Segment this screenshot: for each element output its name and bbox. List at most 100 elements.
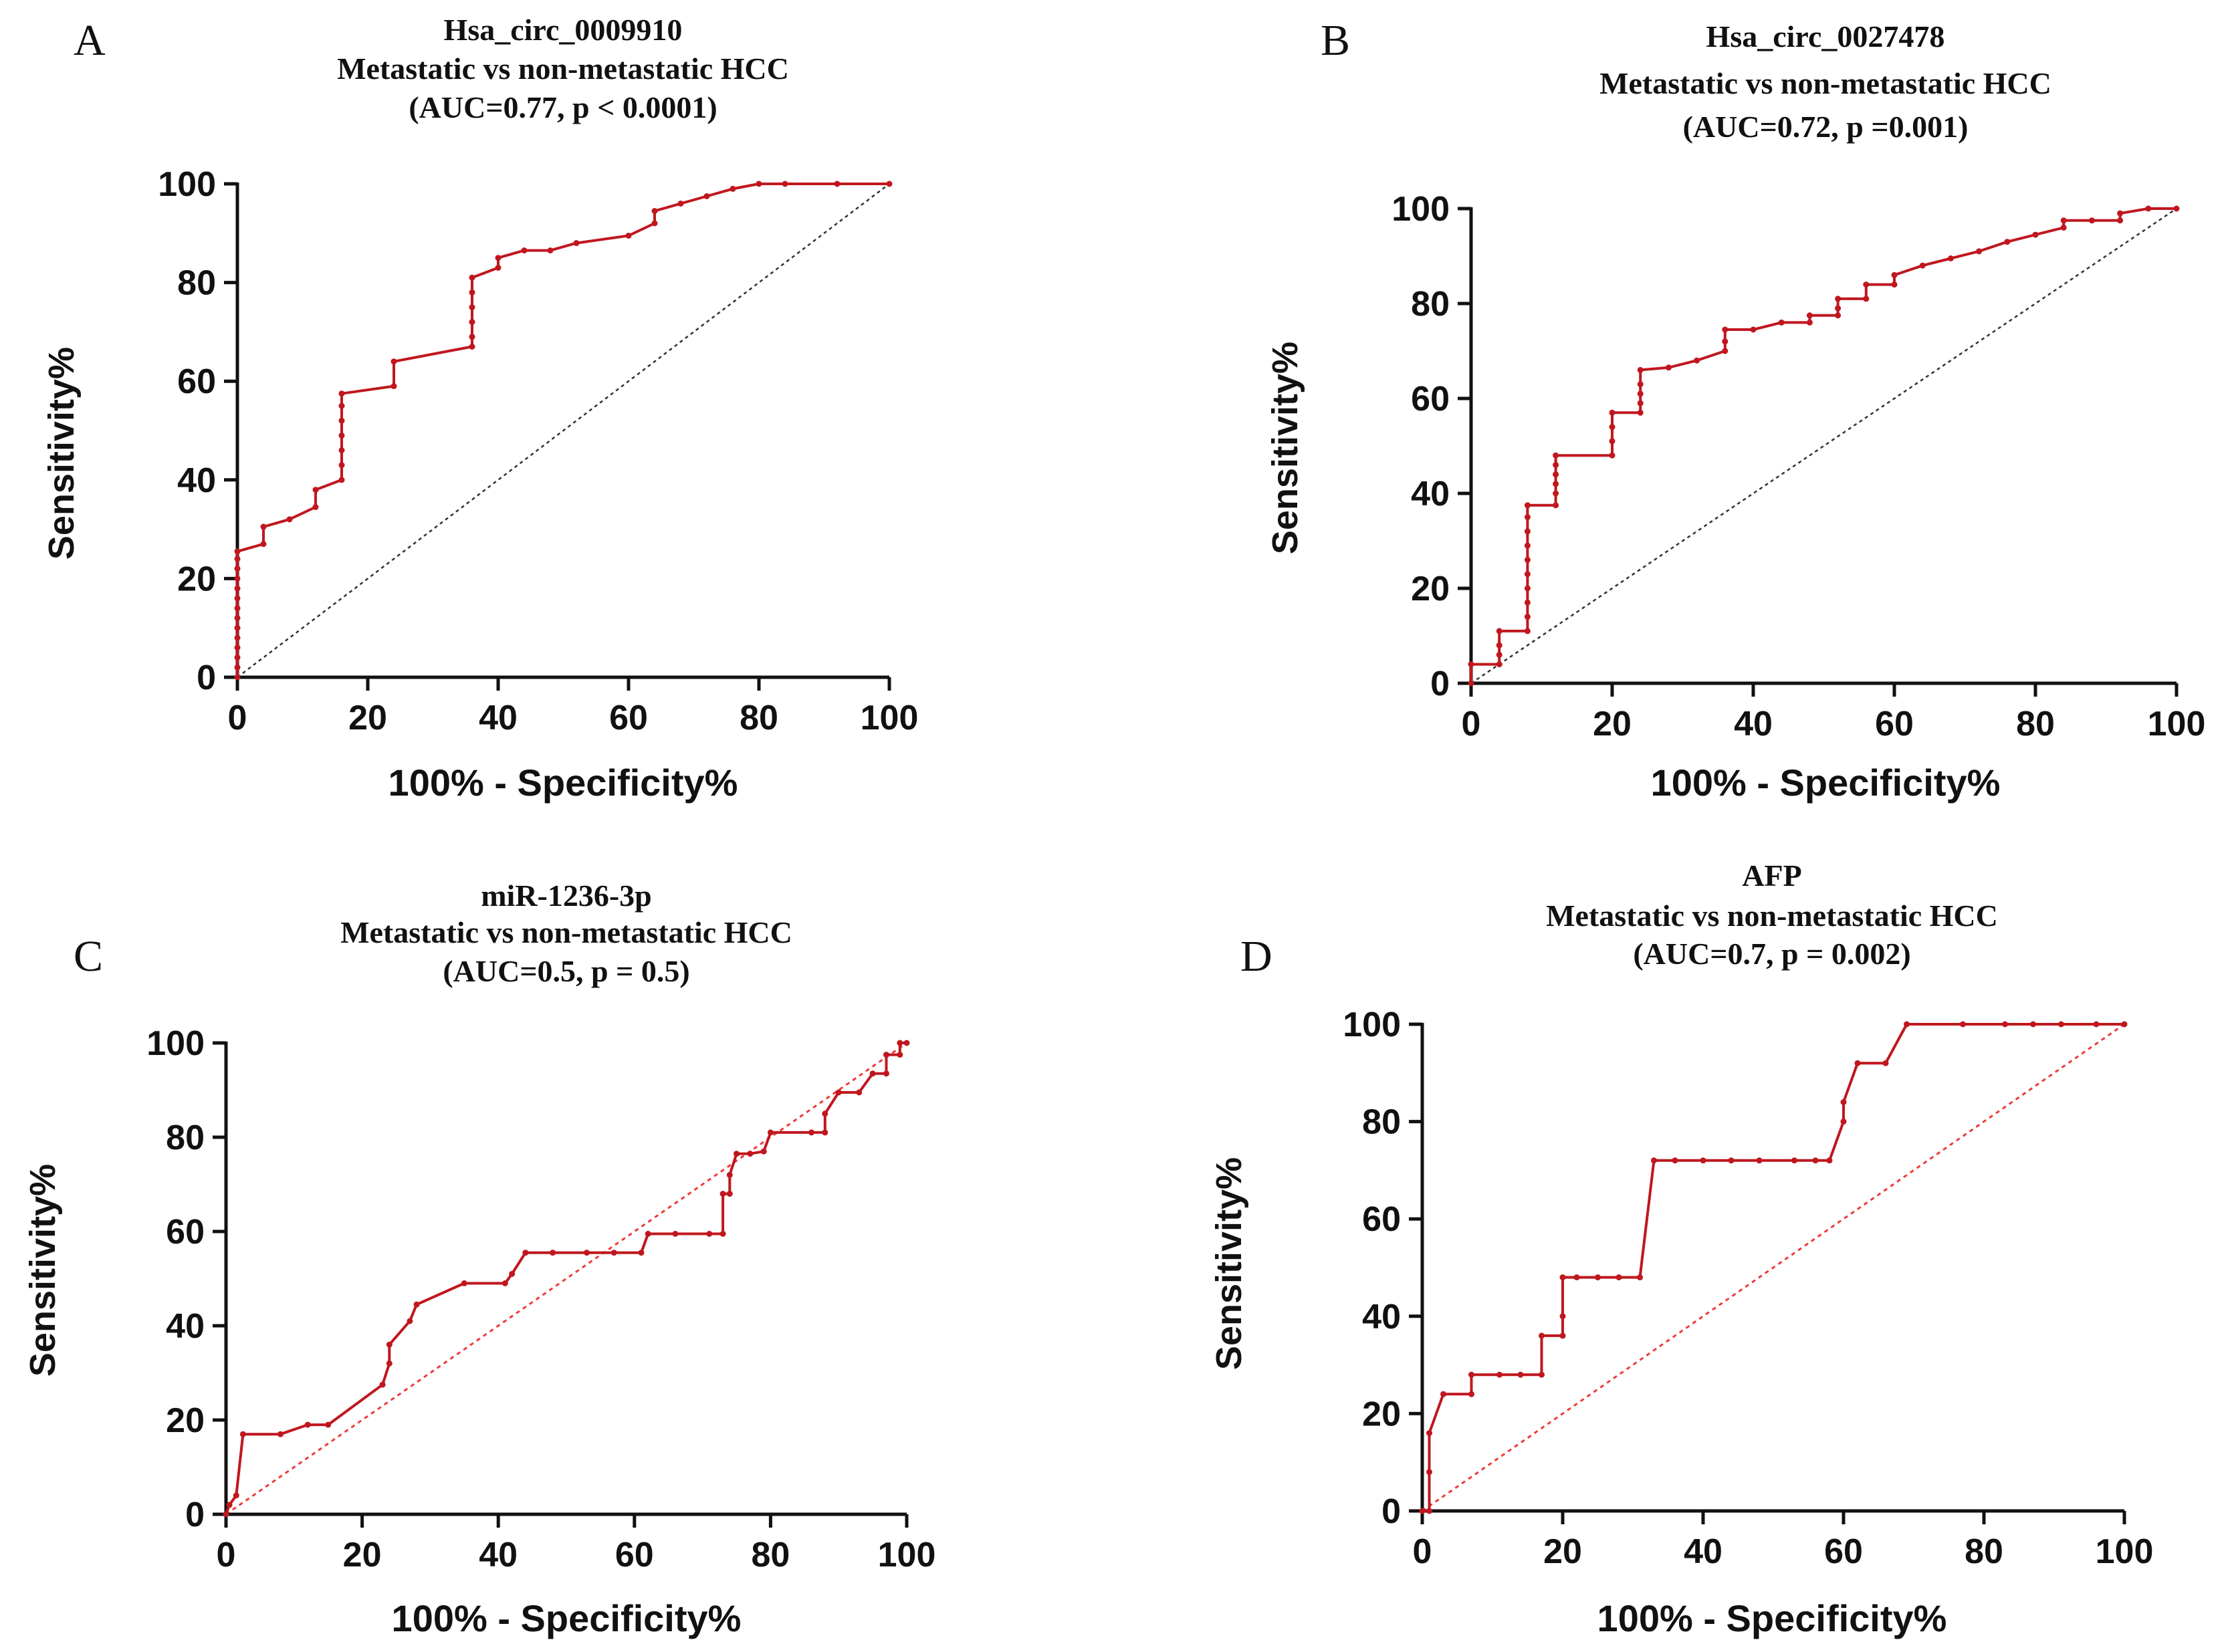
roc-point: [469, 274, 475, 281]
roc-point: [286, 516, 293, 523]
roc-point: [869, 1070, 876, 1077]
roc-point: [234, 556, 241, 562]
plot-area: 0 20 40 60 80 100 0 20 40 60 80 100: [1392, 190, 2205, 743]
x-tick-label: 80: [740, 699, 778, 737]
roc-point: [1524, 571, 1531, 578]
roc-point: [2173, 205, 2180, 212]
roc-point: [672, 1231, 679, 1237]
roc-point: [547, 247, 554, 254]
roc-point: [1559, 1332, 1566, 1339]
roc-point: [1553, 461, 1559, 468]
roc-point: [1694, 357, 1700, 364]
roc-point: [726, 1191, 733, 1197]
roc-point: [469, 344, 475, 350]
roc-point: [338, 390, 345, 397]
roc-point: [1750, 326, 1757, 333]
x-tick-label: 60: [615, 1536, 654, 1574]
y-tick-label: 0: [1430, 665, 1450, 703]
roc-point: [1791, 1157, 1797, 1164]
roc-point: [782, 181, 788, 187]
roc-point: [2002, 1021, 2008, 1028]
roc-point: [1919, 262, 1926, 269]
roc-point: [1756, 1157, 1763, 1164]
roc-point: [703, 193, 710, 199]
roc-point: [1419, 1508, 1426, 1514]
reference-diagonal-line: [1422, 1023, 2125, 1512]
x-tick-label: 20: [348, 699, 387, 737]
chart-title-line-1: miR-1236-3p: [481, 878, 652, 913]
roc-point: [234, 655, 241, 661]
roc-point: [1496, 642, 1502, 648]
y-tick-label: 40: [1411, 475, 1450, 513]
roc-point: [223, 1511, 229, 1518]
roc-point: [502, 1280, 508, 1286]
roc-point: [897, 1040, 903, 1046]
roc-point: [386, 1341, 393, 1348]
x-tick-label: 40: [479, 1536, 518, 1574]
roc-point: [226, 1502, 233, 1508]
roc-point: [760, 1148, 767, 1155]
roc-point: [706, 1231, 713, 1237]
roc-point: [1863, 296, 1870, 302]
roc-point: [1553, 502, 1559, 509]
roc-point: [719, 1191, 726, 1197]
chart-title-line-3: (AUC=0.77, p < 0.0001): [409, 90, 717, 124]
roc-point: [1539, 1371, 1545, 1378]
roc-point: [1573, 1274, 1580, 1281]
y-tick-label: 80: [1362, 1103, 1401, 1142]
y-tick-label: 20: [166, 1401, 205, 1440]
roc-point: [234, 585, 241, 592]
roc-point: [1524, 614, 1531, 620]
x-axis-label: 100% - Specificity%: [1597, 1597, 1947, 1639]
chart-title-line-1: AFP: [1742, 858, 1801, 893]
roc-point: [495, 255, 502, 261]
x-tick-label: 0: [217, 1536, 236, 1574]
x-tick-label: 20: [343, 1536, 382, 1574]
roc-point: [1840, 1099, 1847, 1105]
roc-point: [1553, 471, 1559, 478]
roc-point: [2030, 1021, 2036, 1028]
roc-point: [325, 1421, 332, 1428]
roc-point: [386, 1360, 393, 1367]
x-tick-label: 80: [1965, 1532, 2003, 1571]
roc-point: [338, 447, 345, 453]
roc-point: [651, 208, 658, 215]
y-tick-label: 80: [177, 264, 216, 303]
roc-point: [1468, 661, 1474, 668]
chart-title-line-2: Metastatic vs non-metastatic HCC: [1546, 899, 1998, 933]
chart-title-line-1: Hsa_circ_0027478: [1706, 19, 1945, 53]
roc-curve-line: [225, 1042, 907, 1515]
roc-point: [2032, 231, 2039, 238]
x-tick-label: 20: [1593, 705, 1632, 743]
roc-point: [234, 644, 241, 651]
roc-point: [883, 1070, 889, 1077]
roc-point: [234, 614, 241, 621]
chart-title-line-1: Hsa_circ_0009910: [444, 13, 683, 47]
roc-point: [1672, 1157, 1678, 1164]
x-tick-label: 20: [1543, 1532, 1582, 1571]
roc-point: [883, 1052, 889, 1058]
roc-point: [234, 605, 241, 612]
roc-point: [645, 1231, 651, 1237]
y-tick-label: 100: [1343, 1006, 1401, 1044]
y-tick-label: 80: [166, 1118, 205, 1157]
roc-point: [338, 432, 345, 439]
chart-title-line-3: (AUC=0.72, p =0.001): [1683, 110, 1969, 144]
roc-point: [2060, 224, 2067, 231]
panel-c: C miR-1236-3p Metastatic vs non-metastat…: [23, 878, 935, 1639]
y-tick-label: 60: [177, 362, 216, 401]
roc-point: [2004, 239, 2011, 245]
roc-point: [2058, 1021, 2064, 1028]
roc-point: [1863, 281, 1870, 288]
roc-point: [1524, 502, 1531, 509]
roc-point: [233, 1492, 239, 1499]
roc-point: [1524, 542, 1531, 549]
roc-point: [234, 664, 241, 671]
roc-point: [1637, 381, 1644, 388]
roc-point: [1524, 585, 1531, 592]
roc-point: [234, 595, 241, 602]
reference-diagonal-line: [237, 183, 890, 678]
y-tick-label: 20: [1362, 1395, 1401, 1433]
roc-point: [469, 319, 475, 326]
roc-point: [1496, 651, 1502, 658]
